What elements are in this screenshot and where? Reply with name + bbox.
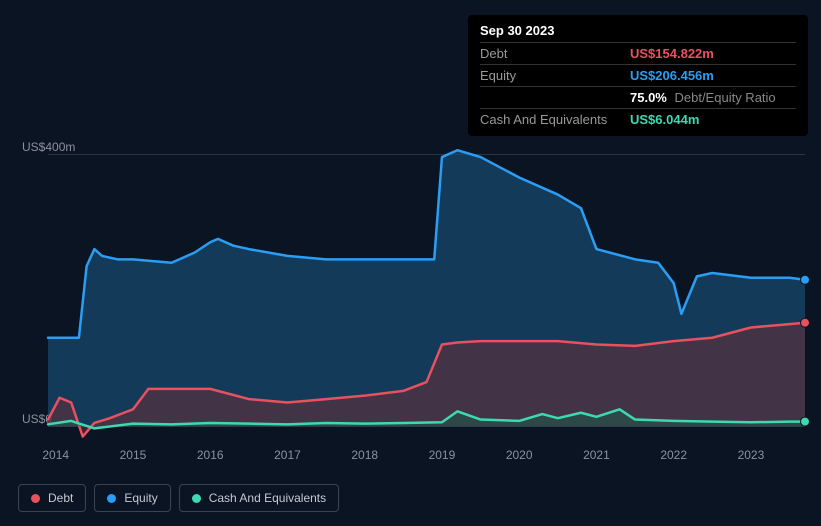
tooltip-date: Sep 30 2023 <box>480 23 796 42</box>
legend-label: Cash And Equivalents <box>209 491 326 505</box>
end-marker <box>801 417 810 426</box>
legend-label: Debt <box>48 491 73 505</box>
tooltip-row-value: 75.0% <box>630 90 667 105</box>
legend-item[interactable]: Debt <box>18 484 86 512</box>
x-axis-label: 2019 <box>429 448 456 462</box>
x-axis-label: 2017 <box>274 448 301 462</box>
legend-swatch <box>107 494 116 503</box>
legend-swatch <box>31 494 40 503</box>
tooltip-row-label: Cash And Equivalents <box>480 112 630 127</box>
financial-chart: Sep 30 2023 DebtUS$154.822mEquityUS$206.… <box>0 0 821 526</box>
tooltip-row: 75.0% Debt/Equity Ratio <box>480 86 796 108</box>
legend-swatch <box>192 494 201 503</box>
x-axis-label: 2014 <box>42 448 69 462</box>
end-marker <box>801 275 810 284</box>
end-marker <box>801 318 810 327</box>
tooltip-row: DebtUS$154.822m <box>480 42 796 64</box>
legend-item[interactable]: Cash And Equivalents <box>179 484 339 512</box>
legend: Debt Equity Cash And Equivalents <box>18 484 339 512</box>
x-axis-label: 2020 <box>506 448 533 462</box>
x-axis-label: 2021 <box>583 448 610 462</box>
tooltip-row-label <box>480 90 630 105</box>
tooltip-row-label: Debt <box>480 46 630 61</box>
plot-area <box>48 140 805 440</box>
x-axis-label: 2023 <box>738 448 765 462</box>
tooltip-row-label: Equity <box>480 68 630 83</box>
x-axis: 2014201520162017201820192020202120222023 <box>48 442 805 462</box>
chart-tooltip: Sep 30 2023 DebtUS$154.822mEquityUS$206.… <box>468 15 808 136</box>
tooltip-row: EquityUS$206.456m <box>480 64 796 86</box>
x-axis-label: 2022 <box>660 448 687 462</box>
chart-svg <box>48 140 805 440</box>
x-axis-label: 2016 <box>197 448 224 462</box>
tooltip-row-value: US$206.456m <box>630 68 714 83</box>
x-axis-label: 2015 <box>120 448 147 462</box>
tooltip-row-extra: Debt/Equity Ratio <box>671 90 776 105</box>
tooltip-row: Cash And EquivalentsUS$6.044m <box>480 108 796 130</box>
x-axis-label: 2018 <box>351 448 378 462</box>
tooltip-row-value: US$154.822m <box>630 46 714 61</box>
tooltip-row-value: US$6.044m <box>630 112 699 127</box>
legend-item[interactable]: Equity <box>94 484 170 512</box>
legend-label: Equity <box>124 491 157 505</box>
